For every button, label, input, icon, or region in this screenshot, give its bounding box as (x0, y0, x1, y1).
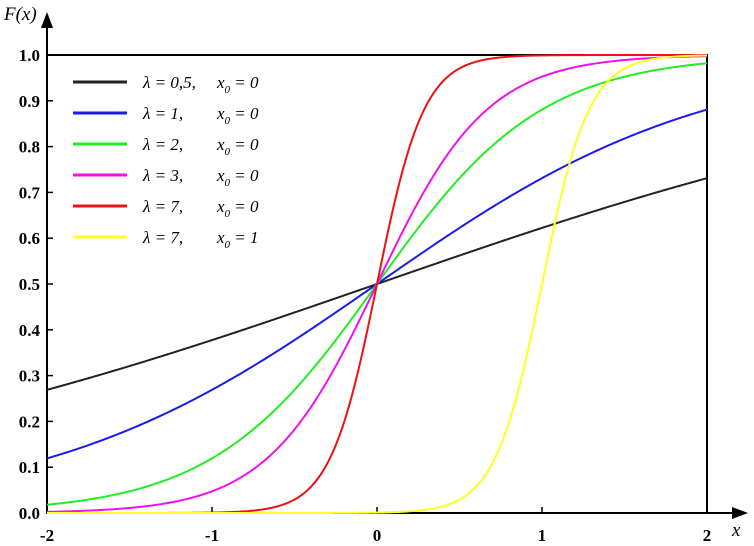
y-tick-label: 0.3 (19, 367, 40, 386)
y-tick-label: 0.6 (19, 229, 40, 248)
y-tick-label: 0.0 (19, 504, 40, 523)
x-axis-arrowhead (732, 507, 748, 519)
legend-x0-label-1: x0 = 0 (216, 73, 259, 96)
y-tick-label: 0.7 (19, 183, 41, 202)
x-ticks: -2 -1 0 1 2 (40, 507, 711, 545)
legend: λ = 0,5, x0 = 0 λ = 1, x0 = 0 λ = 2, x0 = 0 λ … (73, 73, 259, 251)
y-tick-label: 0.8 (19, 138, 40, 157)
legend-label-6: λ = 7, (142, 228, 183, 247)
legend-label-5: λ = 7, (142, 197, 183, 216)
x-tick-label: 1 (538, 526, 547, 545)
legend-x0-label-5: x0 = 0 (216, 197, 259, 220)
y-tick-label: 1.0 (19, 46, 40, 65)
x-tick-label: -1 (205, 526, 219, 545)
y-tick-label: 0.2 (19, 412, 40, 431)
y-tick-label: 0.5 (19, 275, 40, 294)
legend-label-4: λ = 3, (142, 166, 183, 185)
legend-x0-label-2: x0 = 0 (216, 104, 259, 127)
y-axis-arrowhead (41, 12, 53, 28)
y-axis-title: F(x) (3, 4, 37, 25)
series-line-5 (47, 54, 707, 514)
x-tick-label: 0 (373, 526, 382, 545)
series-line-6 (47, 54, 708, 514)
x-axis-title: x (731, 520, 741, 541)
y-tick-label: 0.9 (19, 92, 40, 111)
x-tick-label: 2 (703, 526, 712, 545)
legend-x0-label-4: x0 = 0 (216, 166, 259, 189)
x-tick-label: -2 (40, 526, 54, 545)
legend-label-3: λ = 2, (142, 135, 183, 154)
y-tick-label: 0.1 (19, 458, 40, 477)
y-tick-label: 0.4 (19, 321, 41, 340)
legend-x0-label-6: x0 = 1 (216, 228, 259, 251)
legend-label-2: λ = 1, (142, 104, 183, 123)
legend-x0-label-3: x0 = 0 (216, 135, 259, 158)
legend-label-1: λ = 0,5, (142, 73, 196, 92)
y-ticks: 0.0 0.1 0.2 0.3 0.4 0.5 0.6 0.7 0.8 0.9 1.0 (19, 46, 53, 523)
series-lines (46, 54, 708, 514)
